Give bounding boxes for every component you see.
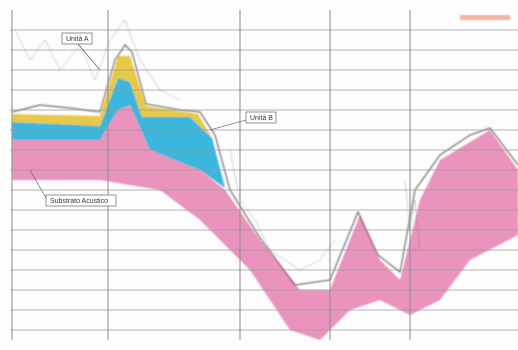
leader-line [209,119,247,131]
substrate-label: Substrato Acustico [50,198,108,205]
label-box [245,111,277,124]
substrate-layer [12,105,518,340]
unit-a-label: Unità A [66,36,89,43]
label-box [61,32,93,45]
label-box [45,194,117,207]
leader-line [29,169,47,199]
unit-a-layer [12,56,212,138]
unit-b-label: Unità B [250,115,273,122]
leader-line [77,43,101,71]
header-mark [460,15,510,20]
grid [10,10,518,340]
unit-b-layer [12,78,225,188]
